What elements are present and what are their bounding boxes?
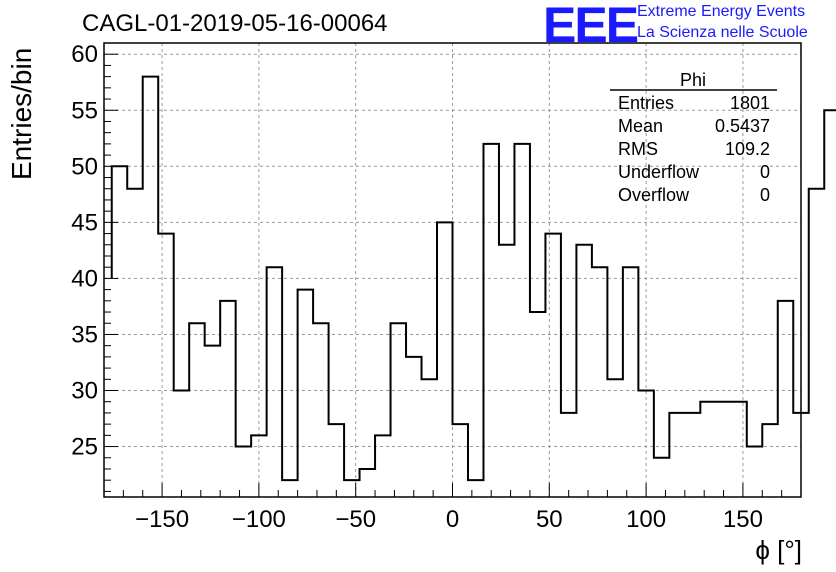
stat-value-entries: 1801 xyxy=(729,93,770,113)
stat-label-rms: RMS xyxy=(618,139,658,159)
histogram-bin xyxy=(422,379,437,497)
histogram-bin xyxy=(623,267,638,497)
histogram-bin xyxy=(607,379,622,497)
stat-value-underflow: 0 xyxy=(759,162,770,182)
histogram-outline xyxy=(110,75,836,482)
histogram-bin xyxy=(112,166,127,497)
x-tick-label: 100 xyxy=(626,506,666,533)
y-tick-label: 30 xyxy=(71,378,98,405)
histogram-bin xyxy=(731,402,746,497)
stat-value-rms: 109.2 xyxy=(724,139,770,159)
histogram-bin xyxy=(375,435,390,497)
histogram-bin xyxy=(514,144,529,497)
stats-title: Phi xyxy=(680,70,707,90)
x-axis-label: ϕ [°] xyxy=(755,535,802,565)
logo-line-1: Extreme Energy Events xyxy=(637,3,806,20)
histogram-bin xyxy=(561,413,576,497)
histogram-bin xyxy=(499,245,514,497)
x-tick-label: −150 xyxy=(135,506,189,533)
y-axis-label: Entries/bin xyxy=(6,47,37,180)
histogram-bin xyxy=(406,357,421,497)
y-tick-label: 60 xyxy=(71,41,98,68)
histogram-bin xyxy=(453,424,468,497)
histogram-bin xyxy=(344,480,359,497)
logo-line-2: La Scienza nelle Scuole xyxy=(637,24,808,41)
histogram-bin xyxy=(654,458,669,497)
stat-value-overflow: 0 xyxy=(759,185,770,205)
histogram-bin xyxy=(189,323,204,497)
histogram-bin xyxy=(391,323,406,497)
y-tick-label: 50 xyxy=(71,153,98,180)
histogram-bars xyxy=(110,75,836,497)
x-tick-label: 150 xyxy=(723,506,763,533)
histogram-bin xyxy=(483,144,498,497)
y-tick-label: 25 xyxy=(71,434,98,461)
y-tick-label: 45 xyxy=(71,209,98,236)
axes: −150 −100 −50 0 50 100 150 25 30 35 40 45 50 55 60 xyxy=(71,41,802,533)
x-tick-label: 0 xyxy=(446,506,459,533)
histogram-bin xyxy=(747,447,762,497)
stat-label-entries: Entries xyxy=(618,93,675,113)
histogram-bin xyxy=(313,323,328,497)
histogram-bin xyxy=(174,391,189,497)
histogram-bin xyxy=(360,469,375,497)
histogram-bin xyxy=(437,222,452,497)
histogram-bin xyxy=(205,346,220,497)
y-tick-label: 35 xyxy=(71,321,98,348)
eee-logo: EEE xyxy=(543,0,639,53)
x-tick-label: −100 xyxy=(232,506,286,533)
histogram-bin xyxy=(267,267,282,497)
histogram-bin xyxy=(762,424,777,497)
x-tick-label: −50 xyxy=(335,506,376,533)
stat-label-overflow: Overflow xyxy=(618,185,690,205)
y-tick-label: 55 xyxy=(71,97,98,124)
histogram-bin xyxy=(700,402,715,497)
histogram-bin xyxy=(592,267,607,497)
histogram-bin xyxy=(220,301,235,497)
histogram-bin xyxy=(282,480,297,497)
chart-title: CAGL-01-2019-05-16-00064 xyxy=(82,10,388,37)
histogram-bin xyxy=(669,413,684,497)
histogram-bin xyxy=(716,402,731,497)
histogram-bin xyxy=(468,480,483,497)
histogram-bin xyxy=(329,424,344,497)
histogram-bin xyxy=(685,413,700,497)
histogram-bin xyxy=(809,189,824,497)
histogram-bin xyxy=(143,77,158,497)
x-tick-label: 50 xyxy=(536,506,563,533)
histogram-bin xyxy=(576,245,591,497)
histogram-bin xyxy=(824,110,836,497)
histogram-bin xyxy=(127,189,142,497)
histogram-bin xyxy=(545,234,560,497)
histogram-bin xyxy=(530,312,545,497)
histogram-bin xyxy=(236,447,251,497)
histogram-bin xyxy=(298,290,313,497)
stat-label-underflow: Underflow xyxy=(618,162,700,182)
histogram-bin xyxy=(158,234,173,497)
y-tick-label: 40 xyxy=(71,265,98,292)
histogram-bin xyxy=(638,391,653,497)
histogram-bin xyxy=(778,301,793,497)
stat-value-mean: 0.5437 xyxy=(714,116,770,136)
stat-label-mean: Mean xyxy=(618,116,664,136)
